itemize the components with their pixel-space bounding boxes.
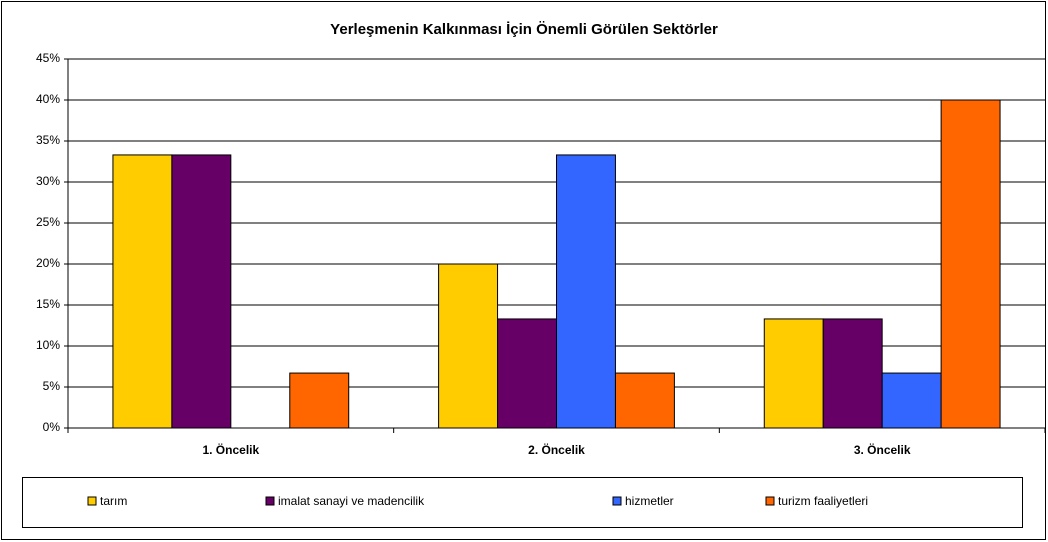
legend-label: imalat sanayi ve madencilik [278,494,425,508]
legend-label: tarım [100,494,127,508]
y-tick-label: 0% [43,420,61,434]
legend-label: hizmetler [625,494,674,508]
y-tick-label: 20% [36,256,60,270]
y-tick-label: 10% [36,338,60,352]
legend-swatch [87,496,97,506]
legend-box [22,477,1023,528]
y-tick-label: 45% [36,51,60,65]
bar [763,318,824,429]
y-tick-label: 40% [36,92,60,106]
x-tick-label: 3. Öncelik [854,442,911,457]
x-tick-label: 2. Öncelik [528,442,585,457]
y-tick-label: 25% [36,215,60,229]
legend-label: turizm faaliyetleri [778,494,868,508]
bar [438,263,499,429]
y-tick-label: 30% [36,174,60,188]
bar [556,154,616,429]
chart-title: Yerleşmenin Kalkınması İçin Önemli Görül… [330,21,718,38]
legend-swatch [765,496,775,506]
bar [822,318,883,429]
bar [112,154,173,429]
bar [497,318,557,429]
bar [171,154,232,429]
bar [614,372,675,429]
y-tick-label: 15% [36,297,60,311]
x-tick-label: 1. Öncelik [202,442,259,457]
legend-swatch [265,496,275,506]
legend-swatch [612,496,622,506]
y-tick-label: 35% [36,133,60,147]
y-tick-label: 5% [43,379,61,393]
bar [289,372,350,429]
bar [881,372,942,429]
bar [940,99,1001,429]
